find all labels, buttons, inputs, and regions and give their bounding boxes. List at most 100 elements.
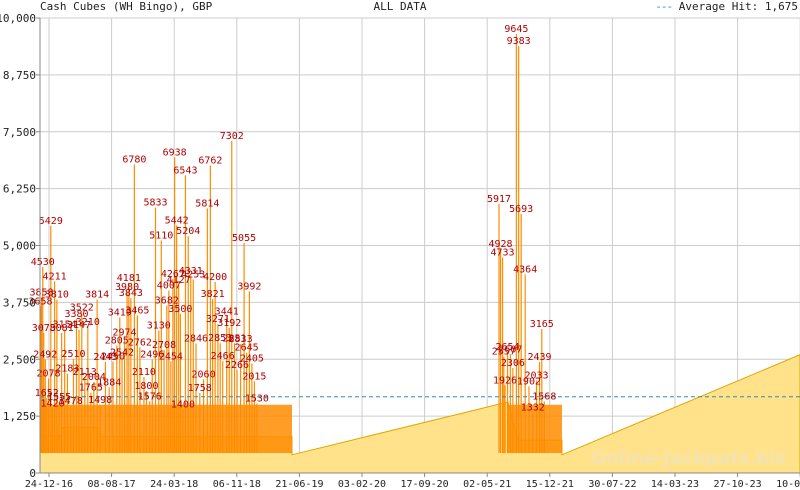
x-tick-label: 03-02-20 <box>338 479 386 490</box>
hit-value-label: 2060 <box>192 369 216 380</box>
hit-value-label: 2762 <box>128 337 152 348</box>
hit-value-label: 4253 <box>181 269 205 280</box>
hit-value-label: 2496 <box>140 349 164 360</box>
x-tick-label: 10-06-24 <box>776 479 800 490</box>
x-tick-label: 14-03-23 <box>651 479 699 490</box>
hit-value-label: 2033 <box>524 370 548 381</box>
hit-value-label: 3843 <box>119 288 143 299</box>
x-tick-label: 08-08-17 <box>88 479 136 490</box>
hit-value-label: 2439 <box>527 352 551 363</box>
hit-value-label: 4331 <box>179 266 203 277</box>
x-axis-ticks: 24-12-16 08-08-17 24-03-18 06-11-18 21-06-19… <box>25 473 800 490</box>
hit-value-label: 2805 <box>105 335 129 346</box>
watermark: Online-Jackpots.biz <box>591 448 786 469</box>
x-tick-label: 30-07-22 <box>588 479 636 490</box>
hit-value-label: 5814 <box>195 198 219 209</box>
x-tick-label: 06-11-18 <box>213 479 261 490</box>
hit-value-label: 2015 <box>242 371 266 382</box>
hit-value-label: 2454 <box>159 351 183 362</box>
hit-value-label: 3810 <box>45 290 69 301</box>
hit-value-label: 2974 <box>113 328 137 339</box>
hit-density-band <box>40 404 292 453</box>
hit-value-label: 7302 <box>220 131 244 142</box>
hit-value-label: 6780 <box>122 155 146 166</box>
hit-value-label: 1332 <box>521 402 545 413</box>
hit-value-label: 3821 <box>201 289 225 300</box>
hit-value-label: 2443 <box>93 352 117 363</box>
hit-value-label: 5204 <box>176 226 200 237</box>
hit-value-label: 4127 <box>167 275 191 286</box>
hit-value-label: 1568 <box>532 392 556 403</box>
y-axis-ticks: 0 1,250 2,500 3,750 5,000 6,250 7,500 8,750 10,0… <box>0 12 40 480</box>
y-tick-label: 2,500 <box>3 353 36 366</box>
y-tick-label: 8,750 <box>3 69 36 82</box>
hit-value-label: 3522 <box>70 303 94 314</box>
hit-value-label: 2405 <box>240 354 264 365</box>
x-tick-label: 21-06-19 <box>275 479 323 490</box>
legend-average-label: Average Hit: 1,675 <box>678 0 798 13</box>
hit-value-label: 2542 <box>110 347 134 358</box>
hit-value-label: 4364 <box>513 264 537 275</box>
hit-value-label: 5055 <box>232 233 256 244</box>
hit-value-label: 2492 <box>33 350 57 361</box>
y-tick-label: 3,750 <box>3 296 36 309</box>
x-tick-label: 02-05-21 <box>463 479 511 490</box>
hit-value-label: 6938 <box>163 147 187 158</box>
hit-value-label: 2654 <box>496 342 520 353</box>
hit-value-label: 1902 <box>517 376 541 387</box>
hit-value-label: 3500 <box>168 304 192 315</box>
x-tick-label: 24-03-18 <box>150 479 198 490</box>
hit-density-band <box>508 404 562 453</box>
x-tick-label: 15-12-21 <box>526 479 574 490</box>
hit-value-label: 1758 <box>188 383 212 394</box>
y-tick-label: 7,500 <box>3 126 36 139</box>
hit-value-label: 1652 <box>35 388 59 399</box>
hit-value-label: 2708 <box>152 340 176 351</box>
hit-value-label: 2450 <box>101 352 125 363</box>
hit-value-label: 3165 <box>530 319 554 330</box>
hit-value-label: 4733 <box>490 248 514 259</box>
hit-value-label: 1576 <box>138 391 162 402</box>
hit-value-label: 1420 <box>41 398 65 409</box>
hit-value-label: 4530 <box>31 257 55 268</box>
hit-value-label: 6543 <box>173 165 197 176</box>
hit-value-label: 2078 <box>37 368 61 379</box>
hit-value-label: 3682 <box>155 295 179 306</box>
hit-value-label: 1400 <box>171 399 195 410</box>
hit-value-label: 4181 <box>117 273 141 284</box>
hit-value-label: 4928 <box>488 239 512 250</box>
hit-value-label: 4007 <box>157 281 181 292</box>
hit-value-label: 3130 <box>147 321 171 332</box>
hit-value-label: 2183 <box>55 364 79 375</box>
hit-value-label: 4211 <box>43 271 67 282</box>
hit-value-label: 1478 <box>59 396 83 407</box>
hit-value-label: 2004 <box>82 372 106 383</box>
hit-value-label: 3441 <box>215 306 239 317</box>
chart-title: Cash Cubes (WH Bingo), GBP <box>40 0 213 13</box>
x-tick-label: 24-12-16 <box>25 479 73 490</box>
y-tick-label: 1,250 <box>3 410 36 423</box>
hit-value-label: 3271 <box>206 314 230 325</box>
hit-value-label: 2110 <box>132 367 156 378</box>
hit-value-label: 9645 <box>504 24 528 35</box>
y-tick-label: 6,250 <box>3 183 36 196</box>
hit-value-label: 1498 <box>88 395 112 406</box>
hit-value-label: 3192 <box>217 318 241 329</box>
hit-value-label: 2833 <box>229 334 253 345</box>
hit-value-label: 4200 <box>203 272 227 283</box>
hit-bars <box>40 34 562 453</box>
hit-value-label: 3078 <box>32 323 56 334</box>
hit-value-label: 6762 <box>198 155 222 166</box>
legend-average: --- Average Hit: 1,675 <box>655 0 798 14</box>
hit-value-label: 3081 <box>50 323 74 334</box>
y-tick-label: 5,000 <box>3 240 36 253</box>
x-tick-label: 27-10-23 <box>714 479 762 490</box>
hit-value-label: 1555 <box>47 392 71 403</box>
hit-value-label: 2645 <box>235 343 259 354</box>
hit-value-label: 3858 <box>29 287 53 298</box>
hit-value-label: 5442 <box>165 215 189 226</box>
hit-value-label: 1800 <box>134 381 158 392</box>
hit-value-label: 3992 <box>237 281 261 292</box>
